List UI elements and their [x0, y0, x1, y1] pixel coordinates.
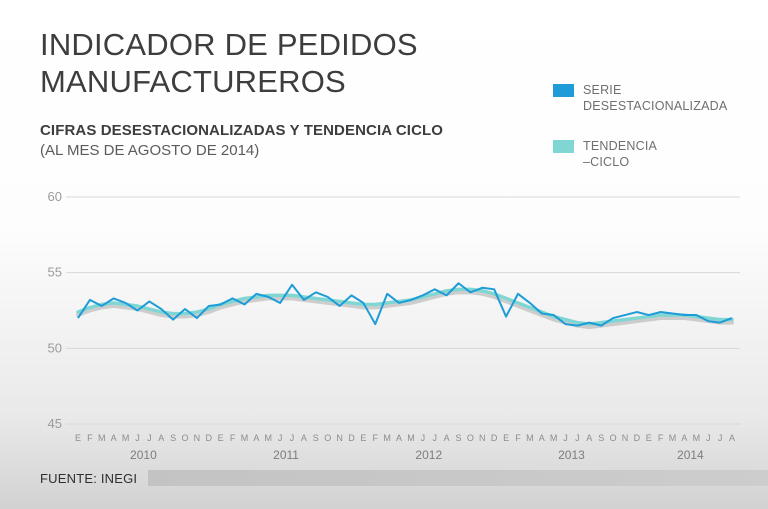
month-label: F [515, 433, 521, 443]
legend-item-tendencia: TENDENCIA –CICLO [553, 138, 727, 170]
month-label: E [360, 433, 366, 443]
legend-tendencia-line2: –CICLO [583, 155, 630, 169]
month-label: J [290, 433, 295, 443]
month-label: A [301, 433, 307, 443]
footer-bar [148, 470, 768, 486]
month-label: J [432, 433, 437, 443]
legend-serie-line1: SERIE [583, 83, 622, 97]
y-tick-label: 55 [48, 265, 62, 280]
month-label: J [718, 433, 723, 443]
footer: FUENTE: INEGI [0, 470, 768, 487]
chart-legend: SERIE DESESTACIONALIZADA TENDENCIA –CICLO [553, 82, 727, 194]
source-label: FUENTE: INEGI [40, 471, 138, 486]
month-label: A [111, 433, 117, 443]
trend-shadow-line [76, 290, 734, 330]
year-label: 2014 [677, 448, 704, 462]
chart-subtitle-date: (AL MES DE AGOSTO DE 2014) [40, 142, 260, 159]
month-label: S [456, 433, 462, 443]
page-title: INDICADOR DE PEDIDOS MANUFACTUREROS [40, 26, 443, 100]
month-label: A [158, 433, 164, 443]
month-label: A [539, 433, 545, 443]
month-label: D [206, 433, 213, 443]
chart-subtitle: CIFRAS DESESTACIONALIZADAS Y TENDENCIA C… [40, 122, 444, 139]
month-label: F [658, 433, 664, 443]
month-label: M [669, 433, 677, 443]
month-label: S [313, 433, 319, 443]
month-label: D [491, 433, 498, 443]
month-label: M [265, 433, 273, 443]
y-tick-label: 45 [48, 416, 62, 431]
month-label: M [693, 433, 701, 443]
month-label: M [98, 433, 106, 443]
month-label: E [75, 433, 81, 443]
serie-color-swatch [553, 84, 574, 97]
month-label: N [479, 433, 486, 443]
month-label: O [467, 433, 474, 443]
page-title-line1: INDICADOR DE PEDIDOS [40, 27, 418, 62]
year-label: 2010 [130, 448, 157, 462]
legend-label-serie: SERIE DESESTACIONALIZADA [583, 82, 727, 114]
month-label: A [444, 433, 450, 443]
month-label: S [598, 433, 604, 443]
month-label: F [87, 433, 93, 443]
month-label: M [550, 433, 558, 443]
month-label: J [706, 433, 711, 443]
month-label: E [646, 433, 652, 443]
month-label: M [383, 433, 391, 443]
tendencia-color-swatch [553, 140, 574, 153]
year-label: 2013 [558, 448, 585, 462]
legend-tendencia-line1: TENDENCIA [583, 139, 658, 153]
month-label: N [622, 433, 629, 443]
month-label: O [324, 433, 331, 443]
month-label: J [147, 433, 152, 443]
month-label: N [336, 433, 343, 443]
serie-line [77, 282, 733, 327]
y-tick-label: 60 [48, 189, 62, 204]
month-label: O [610, 433, 617, 443]
trend-line [76, 287, 734, 326]
month-label: A [681, 433, 687, 443]
month-label: J [421, 433, 426, 443]
month-label: M [407, 433, 415, 443]
month-label: A [253, 433, 259, 443]
month-label: A [586, 433, 592, 443]
legend-label-tendencia: TENDENCIA –CICLO [583, 138, 657, 170]
month-label: E [503, 433, 509, 443]
page-title-line2: MANUFACTUREROS [40, 64, 346, 99]
y-tick-label: 50 [48, 340, 62, 355]
month-label: D [348, 433, 355, 443]
header: INDICADOR DE PEDIDOS MANUFACTUREROS CIFRA… [40, 26, 443, 159]
year-label: 2011 [273, 448, 299, 462]
year-label: 2012 [415, 448, 442, 462]
month-label: S [170, 433, 176, 443]
month-label: J [135, 433, 140, 443]
month-label: F [230, 433, 236, 443]
month-label: A [396, 433, 402, 443]
month-label: J [278, 433, 283, 443]
month-label: M [241, 433, 249, 443]
month-label: J [563, 433, 568, 443]
month-label: A [729, 433, 735, 443]
legend-item-serie: SERIE DESESTACIONALIZADA [553, 82, 727, 114]
legend-serie-line2: DESESTACIONALIZADA [583, 99, 728, 113]
month-label: N [194, 433, 201, 443]
month-label: M [122, 433, 130, 443]
month-label: M [526, 433, 534, 443]
month-label: J [575, 433, 580, 443]
month-label: O [182, 433, 189, 443]
month-label: E [218, 433, 224, 443]
month-label: D [634, 433, 641, 443]
month-label: F [373, 433, 379, 443]
